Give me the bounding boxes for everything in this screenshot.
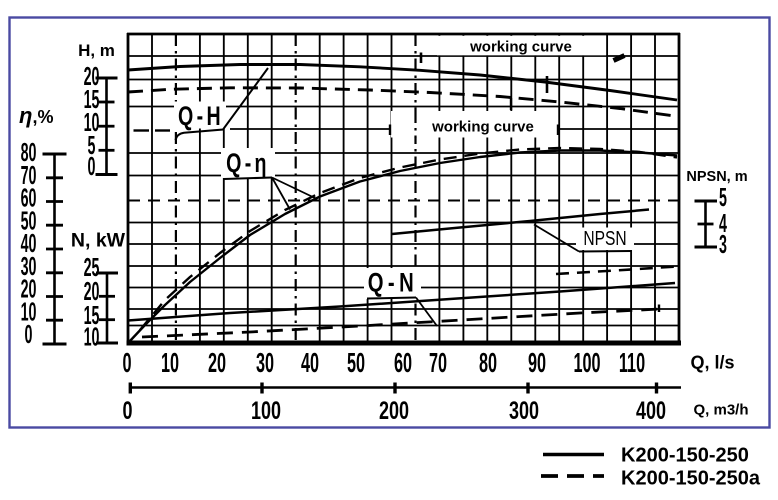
svg-text:60: 60 xyxy=(21,184,37,212)
svg-text:20: 20 xyxy=(208,346,226,378)
svg-text:50: 50 xyxy=(21,207,37,235)
svg-text:200: 200 xyxy=(379,396,409,425)
svg-text:40: 40 xyxy=(21,230,37,258)
svg-text:10: 10 xyxy=(84,323,100,351)
svg-text:Q, l/s: Q, l/s xyxy=(690,353,734,373)
svg-text:10: 10 xyxy=(21,298,37,326)
svg-text:K200-150-250a: K200-150-250a xyxy=(621,468,761,490)
svg-text:Q-η: Q-η xyxy=(226,148,270,178)
svg-text:300: 300 xyxy=(509,396,539,425)
svg-text:N, kW: N, kW xyxy=(71,230,126,252)
svg-text:4: 4 xyxy=(719,210,727,238)
svg-text:working curve: working curve xyxy=(469,39,572,56)
svg-text:15: 15 xyxy=(84,302,100,330)
svg-text:NPSN, m: NPSN, m xyxy=(686,169,747,185)
svg-text:K200-150-250: K200-150-250 xyxy=(621,445,749,467)
svg-text:15: 15 xyxy=(84,86,100,114)
svg-text:70: 70 xyxy=(21,162,37,190)
svg-text:0: 0 xyxy=(122,396,132,425)
svg-text:80: 80 xyxy=(21,139,37,167)
svg-text:40: 40 xyxy=(301,346,319,378)
svg-text:400: 400 xyxy=(636,396,666,425)
svg-text:70: 70 xyxy=(429,346,447,378)
svg-text:20: 20 xyxy=(21,275,37,303)
svg-text:30: 30 xyxy=(21,253,37,281)
svg-text:10: 10 xyxy=(161,346,179,378)
svg-text:100: 100 xyxy=(573,346,600,378)
svg-text:60: 60 xyxy=(394,346,412,378)
svg-text:NPSN: NPSN xyxy=(583,227,626,249)
svg-text:Q-N: Q-N xyxy=(368,268,419,299)
svg-text:100: 100 xyxy=(251,396,281,425)
svg-text:η,%: η,% xyxy=(19,103,53,128)
svg-text:Q, m3/h: Q, m3/h xyxy=(693,402,748,419)
svg-text:90: 90 xyxy=(528,346,546,378)
svg-text:110: 110 xyxy=(619,346,645,378)
svg-text:30: 30 xyxy=(256,346,274,378)
svg-text:80: 80 xyxy=(479,346,497,378)
svg-text:5: 5 xyxy=(88,132,96,160)
svg-text:25: 25 xyxy=(84,254,100,282)
svg-text:50: 50 xyxy=(347,346,365,378)
svg-text:working curve: working curve xyxy=(431,119,534,136)
svg-text:0: 0 xyxy=(122,346,131,378)
svg-text:H, m: H, m xyxy=(78,41,115,60)
svg-text:Q-H: Q-H xyxy=(178,101,224,131)
svg-text:20: 20 xyxy=(84,278,100,306)
svg-text:20: 20 xyxy=(84,63,100,91)
svg-text:0: 0 xyxy=(88,153,96,181)
svg-text:10: 10 xyxy=(84,109,100,137)
svg-text:3: 3 xyxy=(719,231,727,259)
svg-text:0: 0 xyxy=(25,321,33,349)
svg-text:5: 5 xyxy=(719,184,727,212)
